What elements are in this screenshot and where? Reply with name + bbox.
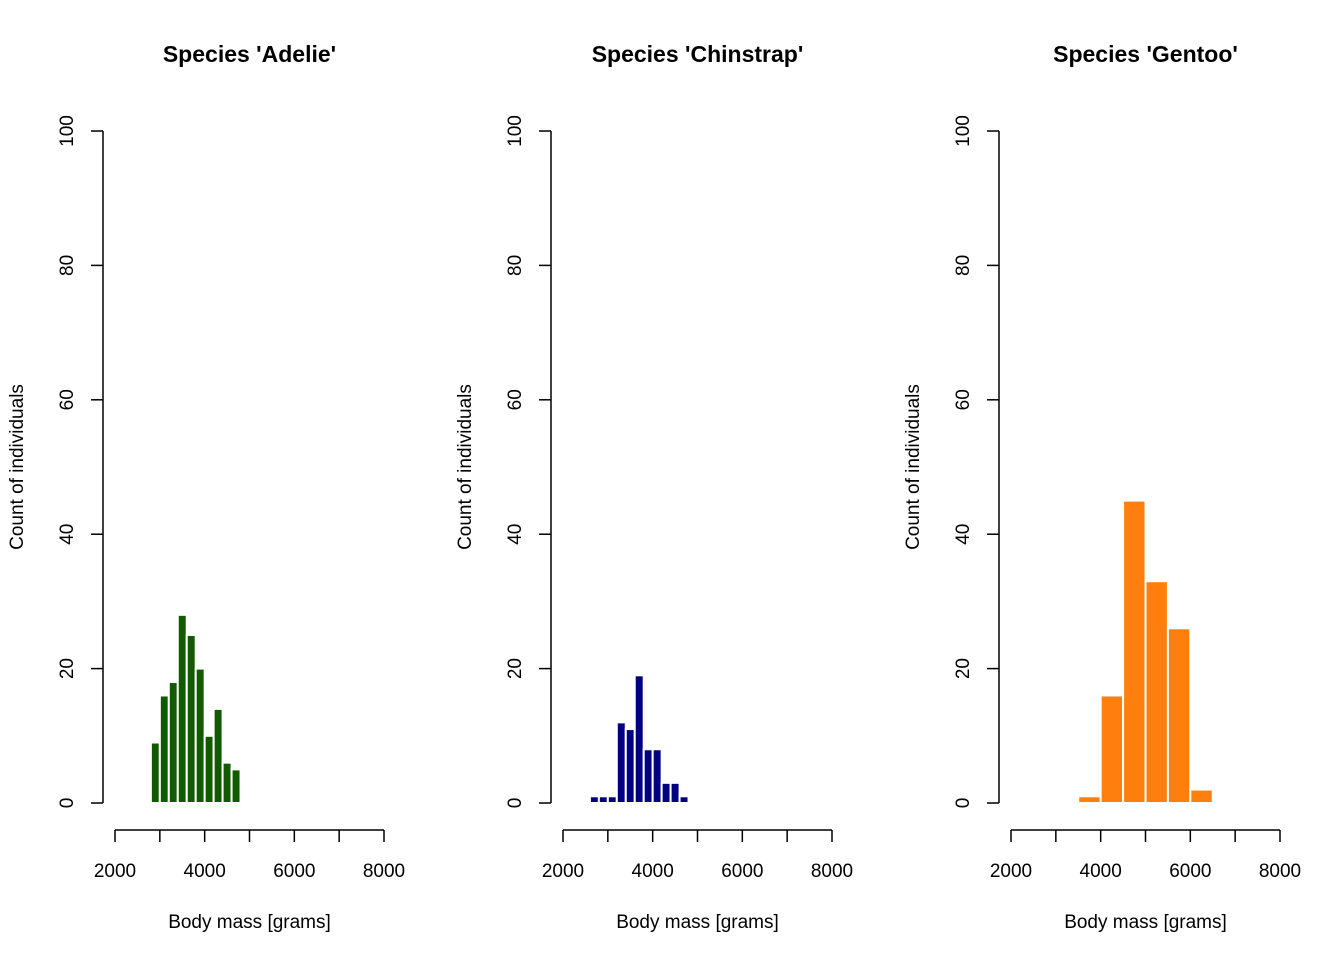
- y-tick-label: 60: [953, 389, 974, 410]
- bar: [588, 795, 600, 805]
- y-tick-label: 40: [953, 524, 974, 545]
- bar: [149, 741, 161, 805]
- bar: [660, 781, 672, 805]
- y-tick-label: 80: [57, 255, 78, 276]
- chart-title: Species 'Gentoo': [1053, 41, 1238, 67]
- x-tick-label: 6000: [1169, 861, 1211, 882]
- y-tick-label: 80: [505, 255, 526, 276]
- y-tick-label: 80: [953, 255, 974, 276]
- bar: [194, 667, 206, 804]
- y-tick-label: 60: [505, 389, 526, 410]
- bar: [212, 707, 224, 804]
- chart-title: Species 'Chinstrap': [592, 41, 804, 67]
- x-axis-label: Body mass [grams]: [1064, 912, 1227, 933]
- bar: [633, 674, 645, 805]
- y-tick-label: 20: [505, 658, 526, 679]
- bar: [1099, 694, 1125, 804]
- bar: [1077, 795, 1102, 805]
- bar: [1189, 788, 1214, 804]
- x-axis-label: Body mass [grams]: [616, 912, 779, 933]
- bar: [158, 694, 170, 804]
- bar: [176, 613, 188, 805]
- bar: [221, 761, 233, 804]
- y-tick-label: 0: [505, 798, 526, 809]
- x-tick-label: 8000: [1259, 861, 1301, 882]
- bar: [1122, 499, 1147, 804]
- x-tick-label: 2000: [990, 861, 1032, 882]
- y-axis-label: Count of individuals: [903, 384, 924, 550]
- x-tick-label: 4000: [1080, 861, 1122, 882]
- bar: [203, 734, 215, 804]
- y-tick-label: 20: [953, 658, 974, 679]
- x-tick-label: 4000: [632, 861, 674, 882]
- bar: [669, 781, 681, 805]
- x-tick-label: 8000: [363, 861, 405, 882]
- x-tick-label: 6000: [721, 861, 763, 882]
- bar: [1166, 627, 1192, 805]
- y-tick-label: 100: [953, 115, 974, 147]
- y-tick-label: 0: [953, 798, 974, 809]
- bar: [167, 681, 179, 804]
- bar: [230, 768, 242, 805]
- y-tick-label: 40: [57, 524, 78, 545]
- x-axis-label: Body mass [grams]: [168, 912, 331, 933]
- bar: [606, 795, 618, 805]
- y-tick-label: 40: [505, 524, 526, 545]
- y-axis-label: Count of individuals: [455, 384, 476, 550]
- bar: [624, 728, 636, 805]
- bar: [1144, 580, 1169, 804]
- bar: [642, 748, 654, 804]
- x-tick-label: 6000: [273, 861, 315, 882]
- bar: [678, 795, 690, 805]
- bar: [651, 748, 663, 804]
- bar: [615, 721, 627, 804]
- bar: [185, 634, 197, 804]
- x-tick-label: 4000: [184, 861, 226, 882]
- x-tick-label: 2000: [94, 861, 136, 882]
- y-tick-label: 100: [505, 115, 526, 147]
- y-axis-label: Count of individuals: [7, 384, 28, 550]
- x-tick-label: 2000: [542, 861, 584, 882]
- y-tick-label: 100: [57, 115, 78, 147]
- x-tick-label: 8000: [811, 861, 853, 882]
- bar: [597, 795, 609, 805]
- y-tick-label: 0: [57, 798, 78, 809]
- y-tick-label: 20: [57, 658, 78, 679]
- chart-title: Species 'Adelie': [163, 41, 336, 67]
- y-tick-label: 60: [57, 389, 78, 410]
